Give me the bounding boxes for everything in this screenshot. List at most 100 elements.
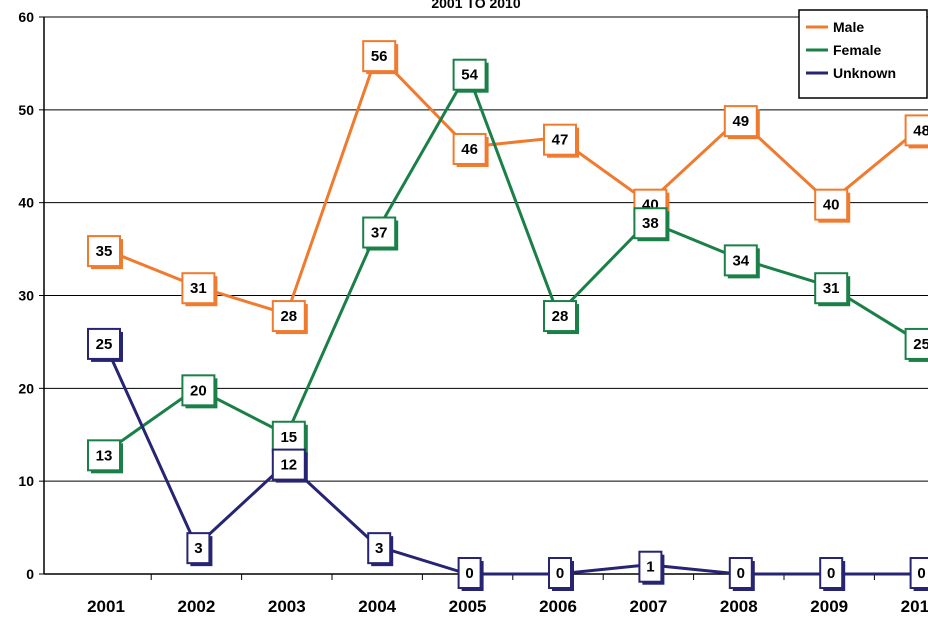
data-label: 3 xyxy=(186,532,213,567)
data-label-text: 35 xyxy=(96,243,113,260)
data-label-text: 25 xyxy=(96,336,113,353)
data-label-box xyxy=(452,58,487,91)
y-tick-label: 0 xyxy=(26,566,34,582)
data-label: 48 xyxy=(904,114,928,149)
data-label-box xyxy=(271,448,306,481)
data-label-text: 1 xyxy=(646,559,654,576)
data-label-text: 0 xyxy=(827,565,835,582)
x-tick-label: 2007 xyxy=(629,597,667,616)
data-label-text: 28 xyxy=(280,308,297,325)
y-tick-label: 10 xyxy=(18,473,34,489)
data-label: 25 xyxy=(904,327,928,362)
data-label: 12 xyxy=(271,448,308,483)
data-label: 56 xyxy=(362,40,399,75)
series-line-female xyxy=(103,71,921,455)
data-label-text: 0 xyxy=(465,565,473,582)
data-label-text: 40 xyxy=(823,197,840,214)
data-labels: 3531285646474049404813201537542838343125… xyxy=(87,40,928,591)
data-label-text: 34 xyxy=(732,252,749,269)
series-lines xyxy=(102,52,921,576)
data-label: 47 xyxy=(543,123,579,158)
x-tick-label: 2004 xyxy=(358,597,396,616)
x-tick-label: 2010 xyxy=(901,597,928,616)
series-line-male xyxy=(103,52,921,316)
x-tick-label: 2005 xyxy=(449,597,487,616)
data-label-box xyxy=(819,557,844,589)
legend: Male Female Unknown xyxy=(798,9,928,99)
y-tick-label: 30 xyxy=(18,288,34,304)
data-label: 3 xyxy=(367,532,394,567)
data-label-text: 0 xyxy=(917,565,925,582)
x-tick-label: 2008 xyxy=(720,597,758,616)
data-label: 38 xyxy=(633,207,670,242)
data-label-text: 49 xyxy=(732,113,749,130)
y-tick-label: 40 xyxy=(18,195,34,211)
data-label: 0 xyxy=(548,557,574,591)
data-label-box xyxy=(723,244,758,277)
data-label-text: 31 xyxy=(190,280,207,297)
data-label-box xyxy=(814,272,849,305)
data-label: 31 xyxy=(814,272,851,307)
x-tick-label: 2001 xyxy=(87,597,125,616)
x-tick-label: 2003 xyxy=(268,597,306,616)
data-label: 0 xyxy=(909,557,928,591)
data-label-text: 28 xyxy=(552,308,569,325)
data-label-box xyxy=(728,557,753,589)
data-label: 13 xyxy=(87,439,123,474)
data-label: 0 xyxy=(457,557,484,591)
data-label-box xyxy=(633,207,668,240)
data-label: 0 xyxy=(728,557,755,591)
data-label-text: 3 xyxy=(194,540,202,557)
data-label-box xyxy=(814,188,849,221)
series-line-unknown xyxy=(102,341,920,576)
data-label-text: 0 xyxy=(556,565,564,582)
legend-box xyxy=(798,9,928,99)
x-tick-label: 2009 xyxy=(810,597,848,616)
data-label-text: 0 xyxy=(737,565,745,582)
data-label-text: 31 xyxy=(823,280,840,297)
data-label: 31 xyxy=(181,272,218,307)
data-label-text: 46 xyxy=(461,141,478,158)
data-label-box xyxy=(638,550,663,583)
data-label: 28 xyxy=(543,300,579,335)
data-label: 40 xyxy=(814,188,851,223)
data-label: 0 xyxy=(819,557,846,591)
x-tick-label: 2002 xyxy=(177,597,215,616)
data-label-box xyxy=(543,123,577,156)
data-label-text: 15 xyxy=(280,429,297,446)
data-label-box xyxy=(87,235,121,268)
data-label-box xyxy=(271,300,306,333)
data-label: 28 xyxy=(271,300,308,335)
data-label: 49 xyxy=(723,105,760,140)
data-label-text: 12 xyxy=(280,457,297,474)
x-tick-label: 2006 xyxy=(539,597,577,616)
data-label-text: 25 xyxy=(913,336,928,353)
data-label-box xyxy=(87,439,121,472)
data-label-text: 37 xyxy=(371,225,388,242)
data-label-box xyxy=(548,557,572,589)
data-label: 20 xyxy=(181,374,218,409)
data-label: 1 xyxy=(638,550,665,585)
data-label-box xyxy=(181,374,216,407)
data-label-text: 48 xyxy=(913,122,928,139)
data-label-text: 54 xyxy=(461,67,478,84)
data-label-box xyxy=(909,557,928,589)
y-tick-labels: 0 10 20 30 40 50 60 xyxy=(18,9,34,582)
data-label-box xyxy=(362,216,397,249)
data-label: 46 xyxy=(452,132,489,167)
chart-title: 2001 TO 2010 xyxy=(431,0,520,11)
legend-label: Unknown xyxy=(833,65,896,81)
data-label-box xyxy=(723,105,758,138)
y-tick-label: 20 xyxy=(18,380,34,396)
data-label-box xyxy=(181,272,216,305)
data-label-box xyxy=(904,114,928,147)
data-label-text: 47 xyxy=(552,132,569,149)
data-label: 54 xyxy=(452,58,489,93)
data-label-text: 13 xyxy=(96,447,113,464)
data-label-box xyxy=(87,327,121,360)
data-label: 25 xyxy=(87,327,123,362)
y-tick-label: 50 xyxy=(18,102,34,118)
data-label-box xyxy=(904,327,928,360)
data-label-text: 38 xyxy=(642,215,659,232)
